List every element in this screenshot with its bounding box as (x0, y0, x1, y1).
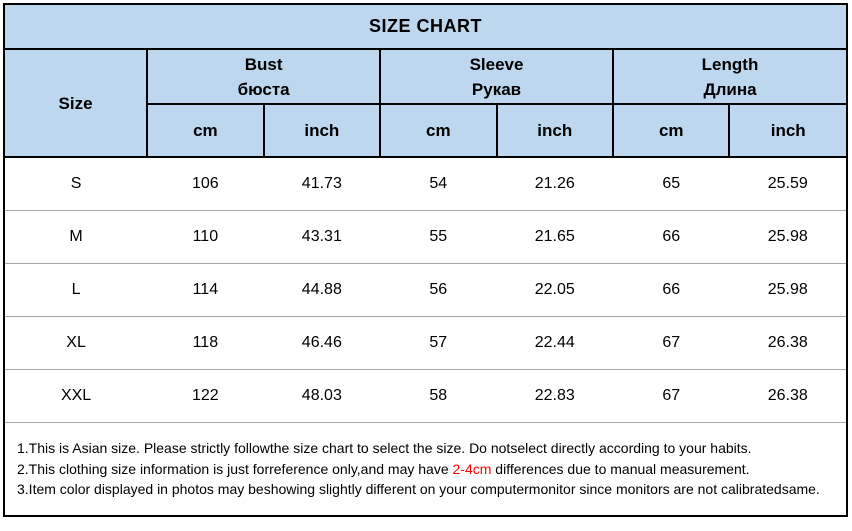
length-cm-cell: 65 (613, 157, 730, 211)
table-row-l: L 114 44.88 56 22.05 66 25.98 (5, 263, 846, 317)
sleeve-inch-cell: 21.65 (496, 210, 613, 264)
table-row-m: M 110 43.31 55 21.65 66 25.98 (5, 210, 846, 264)
column-header-bust: Bust бюста (146, 48, 382, 105)
unit-header-sleeve-inch: inch (495, 103, 615, 158)
unit-header-row: cm inch cm inch cm inch (5, 103, 846, 158)
note-2-text: 2.This clothing size information is just… (17, 460, 453, 477)
sleeve-cm-cell: 55 (380, 210, 497, 264)
page-title: SIZE CHART (5, 5, 846, 50)
length-cm-cell: 67 (613, 369, 730, 423)
table-row-xl: XL 118 46.46 57 22.44 67 26.38 (5, 316, 846, 370)
sleeve-inch-cell: 22.83 (496, 369, 613, 423)
length-cm-cell: 67 (613, 316, 730, 370)
bust-cm-cell: 118 (147, 316, 264, 370)
bust-inch-cell: 46.46 (263, 316, 381, 370)
size-cell: XXL (5, 369, 148, 423)
bust-cm-cell: 122 (147, 369, 264, 423)
length-inch-cell: 25.59 (729, 157, 846, 211)
column-header-length: Length Длина (612, 48, 846, 105)
column-header-sleeve-ru: Рукав (471, 79, 522, 99)
sleeve-inch-cell: 21.26 (496, 157, 613, 211)
length-inch-cell: 26.38 (729, 369, 846, 423)
bust-inch-cell: 43.31 (263, 210, 381, 264)
length-cm-cell: 66 (613, 263, 730, 317)
size-chart-table: SIZE CHART Size Bust бюста Sleeve Рукав … (5, 5, 846, 423)
column-header-sleeve-en: Sleeve (469, 54, 524, 74)
note-3-text: 3.Item color displayed in photos may bes… (17, 481, 820, 497)
unit-header-sleeve-cm: cm (379, 103, 498, 158)
note-line-3: 3.Item color displayed in photos may bes… (17, 479, 836, 500)
title-row: SIZE CHART (5, 5, 846, 50)
size-chart-sheet: SIZE CHART Size Bust бюста Sleeve Рукав … (3, 3, 848, 517)
unit-header-length-cm: cm (611, 103, 731, 158)
column-header-length-ru: Длина (703, 79, 757, 99)
length-cm-cell: 66 (613, 210, 730, 264)
bust-inch-cell: 44.88 (263, 263, 381, 317)
note-2-suffix: differences due to manual measurement. (491, 460, 750, 477)
note-line-2: 2.This clothing size information is just… (17, 459, 836, 480)
column-header-bust-en: Bust (244, 54, 283, 74)
table-row-xxl: XXL 122 48.03 58 22.83 67 26.38 (5, 369, 846, 423)
sleeve-inch-cell: 22.05 (496, 263, 613, 317)
column-header-length-en: Length (701, 54, 759, 74)
sleeve-cm-cell: 58 (380, 369, 497, 423)
column-header-size: Size (5, 48, 149, 158)
sleeve-cm-cell: 54 (380, 157, 497, 211)
length-inch-cell: 26.38 (729, 316, 846, 370)
bust-inch-cell: 48.03 (263, 369, 381, 423)
note-line-1: 1.This is Asian size. Please strictly fo… (17, 438, 836, 459)
size-cell: S (5, 157, 148, 211)
size-cell: XL (5, 316, 148, 370)
bust-cm-cell: 110 (147, 210, 264, 264)
note-1-text: 1.This is Asian size. Please strictly fo… (17, 440, 752, 456)
unit-header-length-inch: inch (728, 103, 846, 158)
bust-cm-cell: 106 (147, 157, 264, 211)
group-header-row: Size Bust бюста Sleeve Рукав Length Длин… (5, 48, 846, 158)
length-inch-cell: 25.98 (729, 210, 846, 264)
sleeve-inch-cell: 22.44 (496, 316, 613, 370)
sleeve-cm-cell: 56 (380, 263, 497, 317)
table-row-s: S 106 41.73 54 21.26 65 25.59 (5, 157, 846, 211)
sleeve-cm-cell: 57 (380, 316, 497, 370)
note-2-highlight: 2-4cm (452, 460, 492, 477)
column-header-bust-ru: бюста (237, 79, 290, 99)
notes-section: 1.This is Asian size. Please strictly fo… (5, 423, 846, 500)
size-cell: L (5, 263, 148, 317)
size-cell: M (5, 210, 148, 264)
unit-header-bust-cm: cm (147, 103, 265, 158)
unit-header-bust-inch: inch (262, 103, 382, 158)
bust-inch-cell: 41.73 (263, 157, 381, 211)
column-header-sleeve: Sleeve Рукав (379, 48, 614, 105)
bust-cm-cell: 114 (147, 263, 264, 317)
length-inch-cell: 25.98 (729, 263, 846, 317)
